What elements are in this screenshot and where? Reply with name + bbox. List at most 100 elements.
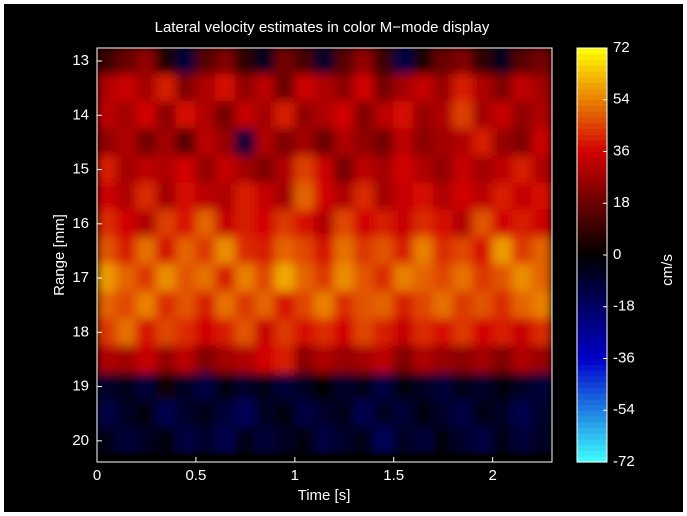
- colorbar-swatch: [577, 450, 607, 457]
- heatmap-cell: [353, 182, 375, 211]
- heatmap-cell: [472, 209, 494, 238]
- heatmap-cell: [234, 291, 256, 320]
- colorbar-swatch: [577, 404, 607, 411]
- heatmap-cell: [234, 318, 256, 347]
- colorbar-swatch: [577, 249, 607, 256]
- heatmap-cell: [413, 345, 434, 374]
- heatmap-cell: [136, 318, 157, 347]
- colorbar-swatch: [577, 255, 607, 262]
- y-tick-label: 13: [72, 52, 89, 69]
- heatmap-cell: [413, 209, 434, 238]
- heatmap-cell: [274, 209, 296, 238]
- heatmap-cell: [97, 263, 118, 293]
- heatmap-cell: [314, 372, 335, 401]
- heatmap-cell: [511, 155, 533, 184]
- heatmap-cell: [274, 345, 296, 374]
- heatmap-cell: [215, 74, 236, 103]
- heatmap-cell: [472, 101, 494, 130]
- heatmap: [97, 48, 552, 455]
- heatmap-cell: [254, 345, 276, 374]
- heatmap-cell: [413, 182, 434, 211]
- heatmap-cell: [432, 48, 454, 76]
- heatmap-cell: [314, 74, 335, 103]
- colorbar-swatch: [577, 456, 607, 463]
- colorbar-swatch: [577, 341, 607, 348]
- heatmap-cell: [314, 101, 335, 130]
- heatmap-cell: [413, 155, 434, 184]
- heatmap-cell: [452, 209, 474, 238]
- heatmap-cell: [175, 101, 197, 130]
- heatmap-cell: [195, 182, 217, 211]
- heatmap-cell: [452, 263, 474, 293]
- y-tick-label: 20: [72, 432, 89, 449]
- colorbar-swatch: [577, 76, 607, 84]
- heatmap-cell: [413, 128, 434, 157]
- colorbar-swatch: [577, 232, 607, 239]
- colorbar-swatch: [577, 203, 607, 210]
- heatmap-cell: [353, 155, 375, 184]
- heatmap-cell: [314, 155, 335, 184]
- heatmap-cell: [314, 236, 335, 265]
- heatmap-cell: [472, 128, 494, 157]
- heatmap-cell: [274, 155, 296, 184]
- heatmap-cell: [155, 426, 177, 455]
- heatmap-cell: [511, 101, 533, 130]
- colorbar-swatch: [577, 318, 607, 325]
- colorbar-swatch: [577, 439, 607, 446]
- heatmap-cell: [274, 426, 296, 455]
- x-tick-label: 1: [291, 467, 299, 484]
- heatmap-cell: [215, 128, 236, 157]
- heatmap-cell: [195, 345, 217, 374]
- colorbar-swatch: [577, 134, 607, 141]
- heatmap-cell: [492, 48, 513, 76]
- colorbar-swatch: [577, 410, 607, 417]
- heatmap-cell: [254, 236, 276, 265]
- colorbar-tick-label: 72: [613, 39, 630, 56]
- colorbar-swatch: [577, 237, 607, 245]
- heatmap-cell: [511, 48, 533, 76]
- y-axis-label: Range [mm]: [51, 214, 68, 296]
- heatmap-cell: [314, 263, 335, 293]
- heatmap-cell: [472, 182, 494, 211]
- heatmap-cell: [531, 372, 552, 401]
- x-axis-label: Time [s]: [298, 487, 351, 504]
- heatmap-cell: [492, 291, 513, 320]
- heatmap-cell: [155, 209, 177, 238]
- heatmap-cell: [116, 291, 138, 320]
- heatmap-cell: [294, 209, 316, 238]
- heatmap-cell: [294, 345, 316, 374]
- heatmap-cell: [413, 48, 434, 76]
- colorbar-tick-label: -54: [613, 401, 635, 418]
- heatmap-cell: [97, 318, 118, 347]
- heatmap-cell: [492, 426, 513, 455]
- heatmap-cell: [175, 48, 197, 76]
- heatmap-cell: [373, 101, 395, 130]
- heatmap-cell: [234, 236, 256, 265]
- colorbar-swatch: [577, 157, 607, 164]
- heatmap-cell: [432, 74, 454, 103]
- heatmap-cell: [492, 236, 513, 265]
- heatmap-cell: [531, 399, 552, 428]
- colorbar-swatch: [577, 444, 607, 452]
- heatmap-cell: [215, 182, 236, 211]
- colorbar-swatch: [577, 163, 607, 170]
- heatmap-cell: [333, 372, 355, 401]
- colorbar-swatch: [577, 306, 607, 314]
- heatmap-cell: [254, 101, 276, 130]
- colorbar-tick-label: 0: [613, 246, 621, 263]
- heatmap-cell: [155, 345, 177, 374]
- heatmap-cell: [373, 74, 395, 103]
- heatmap-cell: [333, 209, 355, 238]
- heatmap-cell: [195, 372, 217, 401]
- heatmap-cell: [373, 345, 395, 374]
- heatmap-cell: [452, 128, 474, 157]
- colorbar-swatch: [577, 370, 607, 377]
- heatmap-cell: [116, 48, 138, 76]
- heatmap-cell: [393, 318, 415, 347]
- heatmap-cell: [195, 318, 217, 347]
- heatmap-cell: [353, 345, 375, 374]
- colorbar-swatch: [577, 289, 607, 296]
- heatmap-cell: [333, 128, 355, 157]
- heatmap-cell: [97, 182, 118, 211]
